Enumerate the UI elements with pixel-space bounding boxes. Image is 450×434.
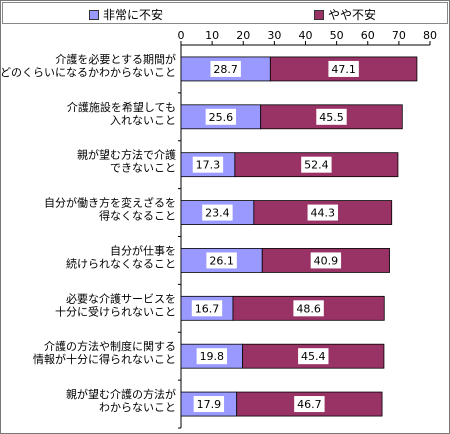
category-label: 十分に受けられないこと — [55, 304, 176, 318]
x-tick-label: 30 — [267, 29, 281, 42]
data-label-background — [307, 204, 338, 221]
data-label-background — [206, 252, 237, 269]
data-label-background — [301, 156, 332, 173]
legend-swatch-very-anxious — [89, 9, 99, 20]
data-label-background — [196, 348, 228, 365]
category-label: 介護を必要とする期間が — [55, 52, 176, 66]
data-label-background — [202, 204, 233, 221]
category-label: わからないこと — [99, 401, 176, 414]
data-label: 17.9 — [197, 398, 222, 411]
category-label: 情報が十分に得られないこと — [33, 352, 176, 366]
data-label-background — [210, 60, 241, 77]
data-label-background — [205, 108, 237, 125]
data-label: 16.7 — [195, 302, 220, 315]
data-label: 40.9 — [314, 254, 339, 267]
data-label-background — [192, 156, 224, 173]
x-tick-label: 80 — [423, 29, 437, 42]
data-label: 26.1 — [209, 254, 234, 267]
data-label-background — [298, 348, 329, 365]
category-label: 得なくなること — [99, 210, 176, 223]
x-tick-label: 60 — [361, 29, 375, 42]
x-tick-label: 50 — [330, 29, 344, 42]
data-label: 25.6 — [209, 111, 234, 124]
x-tick-label: 0 — [178, 29, 185, 42]
category-label: 介護施設を希望しても — [67, 100, 176, 114]
data-label-background — [328, 60, 359, 77]
data-label: 19.8 — [200, 350, 225, 363]
x-tick-label: 20 — [236, 29, 250, 42]
category-label: 自分が働き方を変えざるを — [44, 196, 176, 210]
category-label: 介護の方法や制度に関する — [44, 339, 176, 353]
data-label: 17.3 — [196, 159, 221, 172]
legend-label-very-anxious: 非常に不安 — [103, 8, 164, 22]
data-label: 48.6 — [296, 302, 321, 315]
category-label: 親が望む方法で介護 — [77, 148, 176, 162]
legend-label-somewhat-anxious: やや不安 — [328, 8, 377, 22]
data-label-background — [316, 108, 347, 125]
data-label-background — [191, 300, 223, 317]
legend-item-somewhat-anxious: やや不安 — [314, 6, 376, 23]
data-label: 28.7 — [213, 63, 238, 76]
category-label: 必要な介護サービスを — [66, 291, 176, 305]
data-label-background — [293, 300, 324, 317]
data-label: 45.5 — [319, 111, 344, 124]
data-label-background — [294, 396, 325, 413]
data-label: 52.4 — [304, 159, 329, 172]
category-label: 親が望む介護の方法が — [66, 387, 176, 401]
legend-item-very-anxious: 非常に不安 — [89, 6, 163, 23]
data-label-background — [310, 252, 342, 269]
category-label: 続けられなくなること — [66, 256, 176, 270]
legend-swatch-somewhat-anxious — [314, 9, 324, 20]
data-label: 23.4 — [205, 207, 230, 220]
x-tick-label: 70 — [392, 29, 406, 42]
category-label: どのくらいになるかわからないこと — [0, 66, 176, 79]
data-label-background — [193, 396, 225, 413]
data-label: 45.4 — [301, 350, 326, 363]
data-label: 47.1 — [331, 63, 356, 76]
x-tick-label: 10 — [205, 29, 219, 42]
data-label: 46.7 — [297, 398, 322, 411]
data-label: 44.3 — [311, 207, 336, 220]
category-label: 入れないこと — [110, 114, 176, 127]
category-label: 自分が仕事を — [110, 243, 176, 257]
x-tick-label: 40 — [299, 29, 313, 42]
legend: 非常に不安 やや不安 — [2, 2, 448, 24]
category-label: できないこと — [110, 162, 176, 175]
